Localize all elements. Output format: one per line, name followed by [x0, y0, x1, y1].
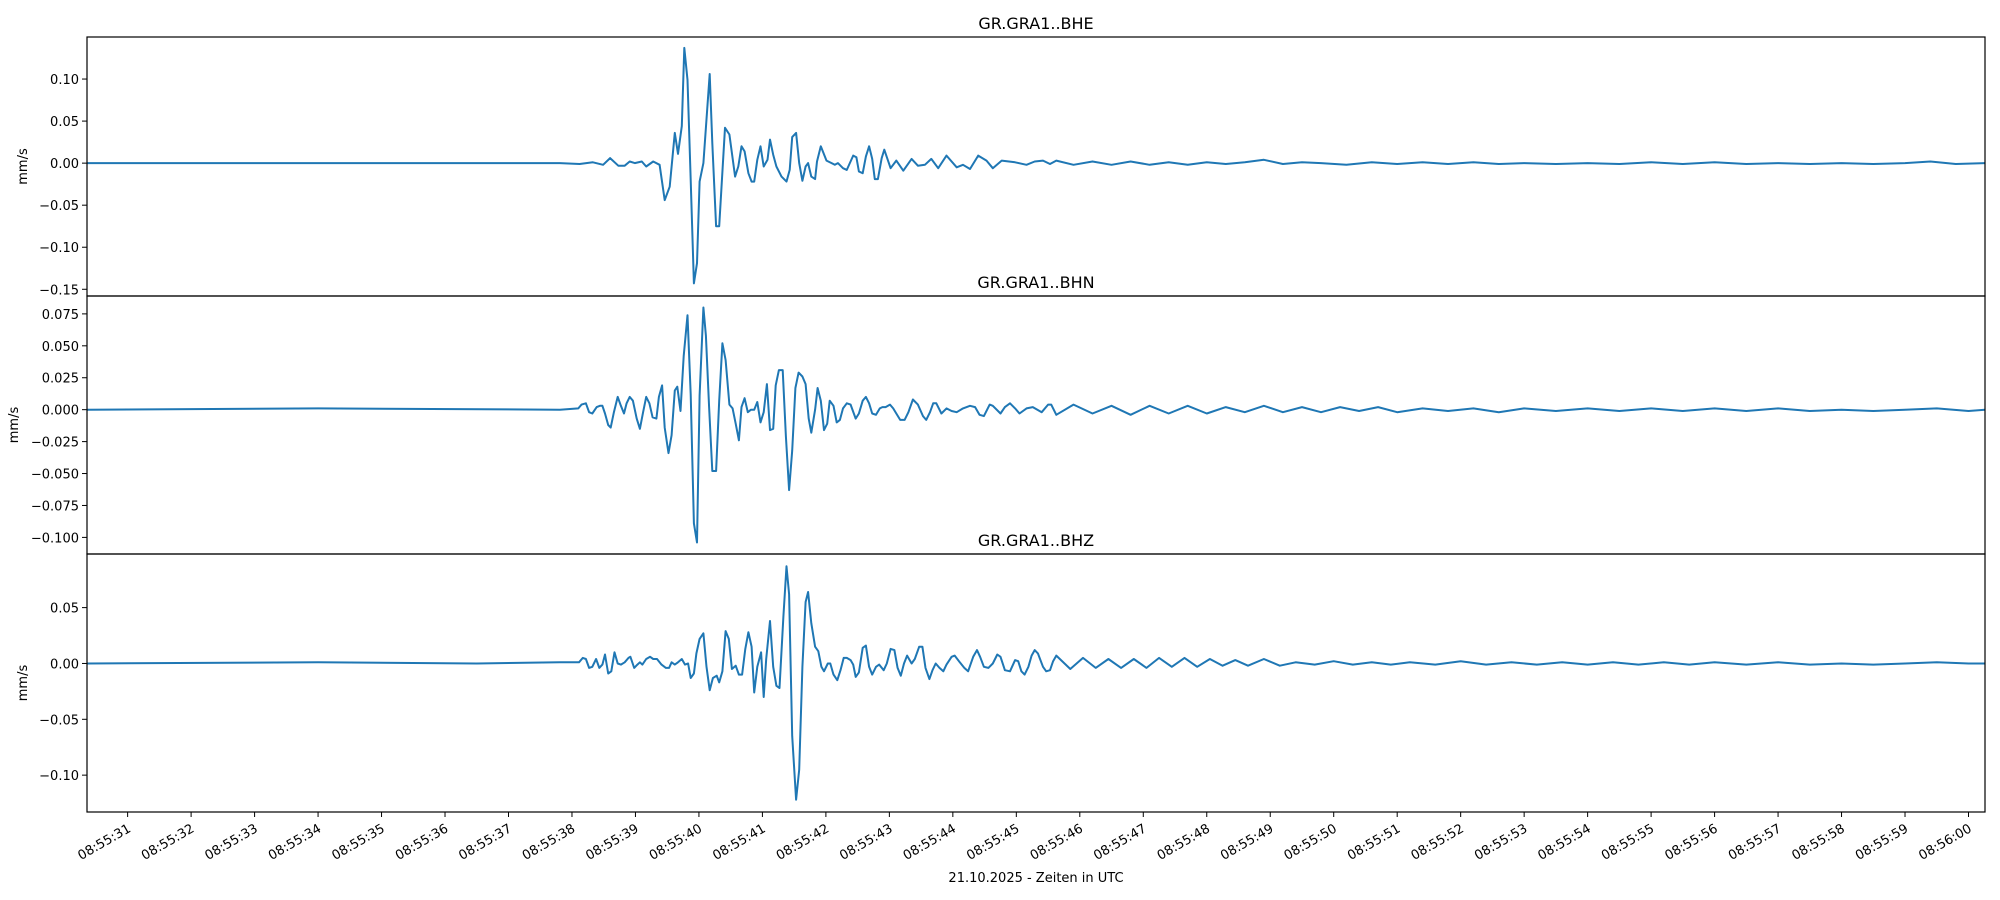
- y-tick-label: 0.00: [50, 157, 79, 172]
- y-tick-label: 0.075: [42, 308, 79, 323]
- y-tick-label: 0.050: [42, 340, 79, 355]
- y-tick-label: −0.05: [39, 713, 79, 728]
- y-tick-label: −0.075: [31, 499, 79, 514]
- waveform-trace: [87, 306, 1985, 544]
- y-tick-label: −0.025: [31, 436, 79, 451]
- y-axis-label: mm/s: [16, 148, 31, 185]
- y-tick-label: −0.10: [39, 241, 79, 256]
- waveform-trace: [87, 46, 1985, 285]
- y-tick-label: −0.050: [31, 468, 79, 483]
- panel-GR.GRA1..BHZ: GR.GRA1..BHZ mm/s 0.05 0.00 −0.05 −0.10: [16, 531, 1986, 813]
- y-tick-label: −0.05: [39, 199, 79, 214]
- waveform-trace: [87, 565, 1985, 801]
- panel-title: GR.GRA1..BHZ: [978, 531, 1094, 550]
- y-axis-label: mm/s: [16, 665, 31, 702]
- y-tick-label: −0.10: [39, 769, 79, 784]
- axes-frame: [86, 553, 1986, 813]
- y-tick-label: 0.05: [50, 602, 79, 617]
- y-tick-label: −0.15: [39, 283, 79, 298]
- y-tick-label: 0.025: [42, 372, 79, 387]
- y-axis-label: mm/s: [7, 407, 22, 444]
- y-tick-label: 0.05: [50, 115, 79, 130]
- y-tick-label: 0.00: [50, 657, 79, 672]
- y-tick-label: 0.10: [50, 73, 79, 88]
- x-axis-label: 21.10.2025 - Zeiten in UTC: [948, 871, 1123, 886]
- y-tick-label: −0.100: [31, 531, 79, 546]
- y-tick-label: 0.000: [42, 404, 79, 419]
- panel-title: GR.GRA1..BHN: [977, 273, 1094, 292]
- panel-GR.GRA1..BHN: GR.GRA1..BHN mm/s 0.075 0.050 0.025 0.000 −0.0…: [7, 273, 1986, 555]
- panel-title: GR.GRA1..BHE: [978, 14, 1093, 33]
